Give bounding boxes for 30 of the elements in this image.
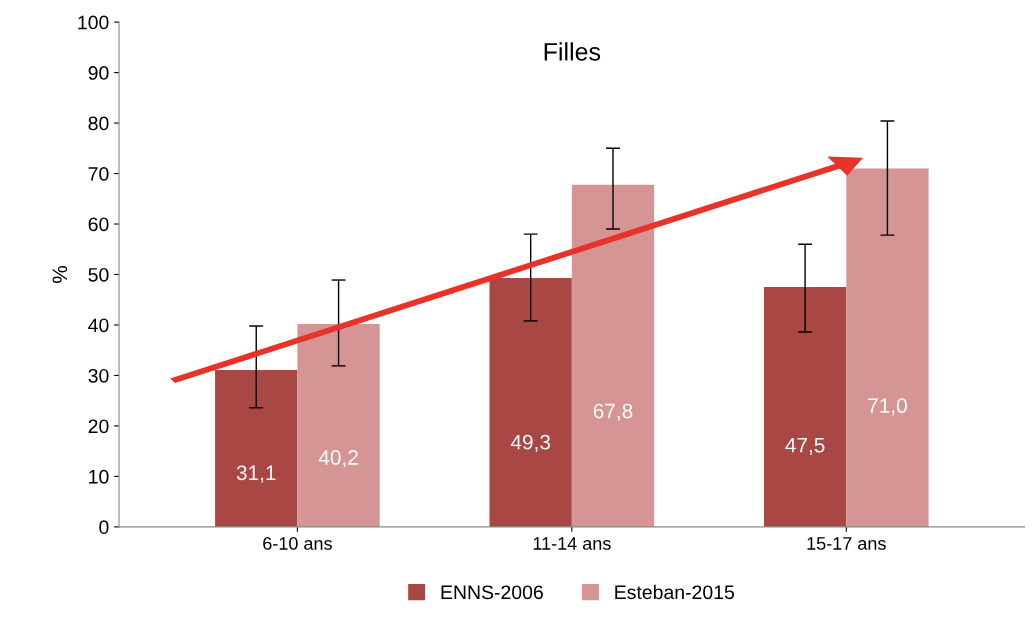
y-tick-label: 50	[88, 267, 109, 282]
data-label: 67,8	[593, 403, 633, 421]
legend-label: Esteban-2015	[615, 584, 734, 600]
y-tick-label: 10	[89, 469, 109, 484]
data-label: 31,1	[236, 465, 276, 483]
y-axis-title: %	[52, 265, 68, 284]
x-tick-label: 15-17 ans	[807, 537, 886, 550]
x-tick-label: 11-14 ans	[533, 537, 611, 550]
y-tick-label: 80	[88, 116, 109, 131]
y-tick-label: 100	[78, 15, 109, 30]
y-tick-label: 60	[88, 217, 109, 232]
bar	[846, 168, 929, 527]
data-label: 71,0	[868, 398, 907, 416]
bar	[489, 278, 572, 527]
y-tick-label: 90	[88, 66, 109, 80]
y-tick-label: 70	[88, 166, 109, 181]
bar	[215, 369, 298, 527]
y-tick-label: 20	[88, 419, 109, 434]
y-tick-label: 30	[88, 368, 109, 383]
y-tick-label: 40	[88, 318, 109, 333]
bar	[571, 184, 655, 527]
data-label: 49,3	[510, 434, 551, 452]
legend-label: ENNS-2006	[441, 585, 543, 600]
data-label: 47,5	[785, 438, 825, 456]
bar	[763, 287, 847, 527]
data-label: 40,2	[318, 450, 358, 468]
y-tick-label: 0	[99, 520, 109, 535]
text: Filles	[544, 42, 601, 61]
x-tick-label: 6-10 ans	[263, 537, 332, 550]
bar	[297, 323, 380, 527]
